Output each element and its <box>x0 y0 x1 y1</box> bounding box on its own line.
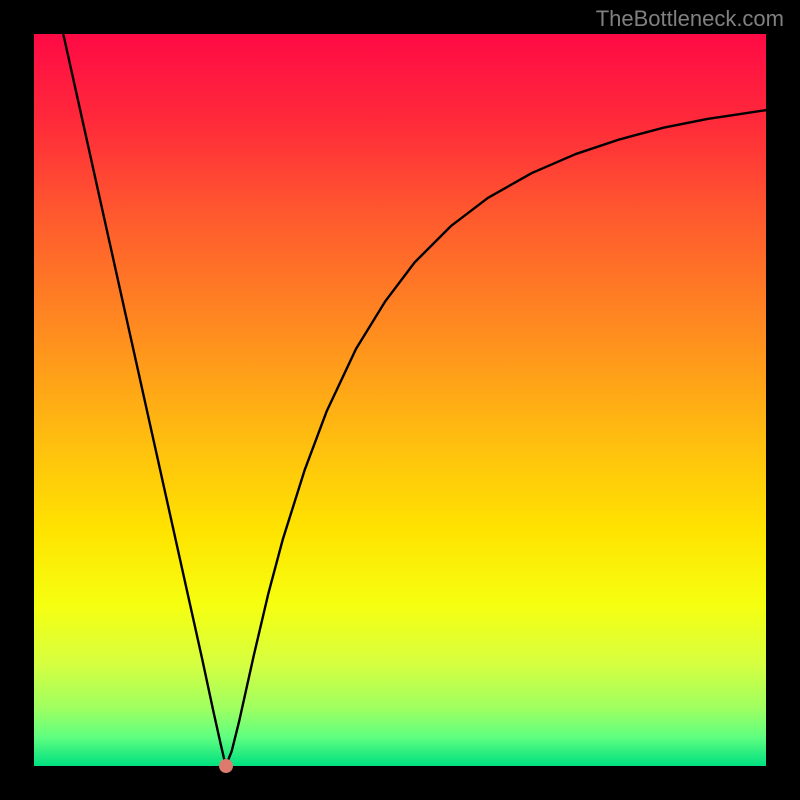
minimum-marker <box>219 759 233 773</box>
plot-area <box>34 34 766 766</box>
curve-layer <box>34 34 766 766</box>
watermark-text: TheBottleneck.com <box>596 6 784 32</box>
bottleneck-curve <box>63 34 766 766</box>
